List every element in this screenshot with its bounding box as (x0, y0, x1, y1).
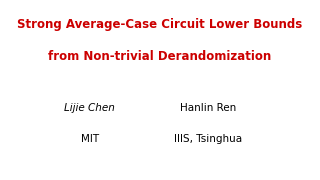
Text: Hanlin Ren: Hanlin Ren (180, 103, 236, 113)
Text: Lijie Chen: Lijie Chen (64, 103, 115, 113)
Text: IIIS, Tsinghua: IIIS, Tsinghua (174, 134, 242, 144)
Text: from Non-trivial Derandomization: from Non-trivial Derandomization (48, 50, 272, 63)
Text: Strong Average-Case Circuit Lower Bounds: Strong Average-Case Circuit Lower Bounds (17, 18, 303, 31)
Text: MIT: MIT (81, 134, 99, 144)
